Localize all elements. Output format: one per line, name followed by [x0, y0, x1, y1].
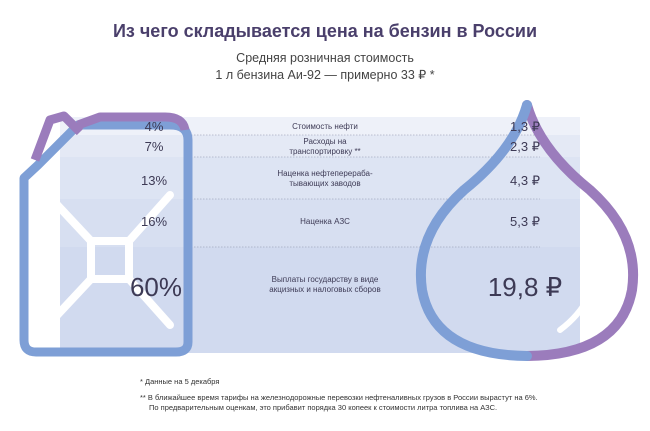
- percent-label: 60%: [129, 272, 183, 302]
- row-separators: [185, 134, 540, 248]
- footnote-tariffs: ** В ближайшее время тарифы на железнодо…: [140, 393, 538, 413]
- row-description-line: акцизных и налоговых сборов: [269, 285, 381, 294]
- row-description-line: Расходы на: [303, 137, 347, 146]
- price-label: 4,3 ₽: [510, 173, 540, 188]
- price-label: 19,8 ₽: [487, 272, 563, 302]
- footnote-date: * Данные на 5 декабря: [140, 377, 220, 386]
- percent-label: 4%: [144, 119, 164, 134]
- price-label: 5,3 ₽: [510, 214, 540, 229]
- row-description-line: транспортировку **: [289, 147, 361, 156]
- row-description: Стоимость нефти: [292, 122, 358, 131]
- row-description: Наценка нефтеперераба- тывающих заводов: [255, 169, 395, 189]
- row-description: Выплаты государству в виде акцизных и на…: [255, 275, 395, 295]
- subtitle-line-1: Средняя розничная стоимость: [236, 51, 414, 65]
- row-description-line: Наценка нефтеперераба-: [277, 169, 373, 178]
- canister-icon: [19, 111, 193, 357]
- subtitle-line-2: 1 л бензина Аи-92 — примерно 33 ₽ *: [215, 68, 435, 82]
- row-description-line: тывающих заводов: [289, 179, 361, 188]
- percent-label: 13%: [140, 173, 168, 188]
- row-description: Наценка АЗС: [300, 217, 350, 226]
- footnote-line: ** В ближайшее время тарифы на железнодо…: [140, 393, 538, 402]
- row-description-line: Выплаты государству в виде: [271, 275, 379, 284]
- drop-icon: [416, 100, 638, 361]
- price-label: 1,3 ₽: [510, 119, 540, 134]
- percent-label: 7%: [144, 139, 164, 154]
- row-description: Расходы на транспортировку **: [255, 137, 395, 157]
- percent-label: 16%: [140, 214, 168, 229]
- footnote-line: По предварительным оценкам, это прибавит…: [149, 403, 498, 412]
- price-label: 2,3 ₽: [510, 139, 540, 154]
- page-title: Из чего складывается цена на бензин в Ро…: [112, 21, 538, 41]
- page-subtitle: Средняя розничная стоимость 1 л бензина …: [0, 50, 650, 84]
